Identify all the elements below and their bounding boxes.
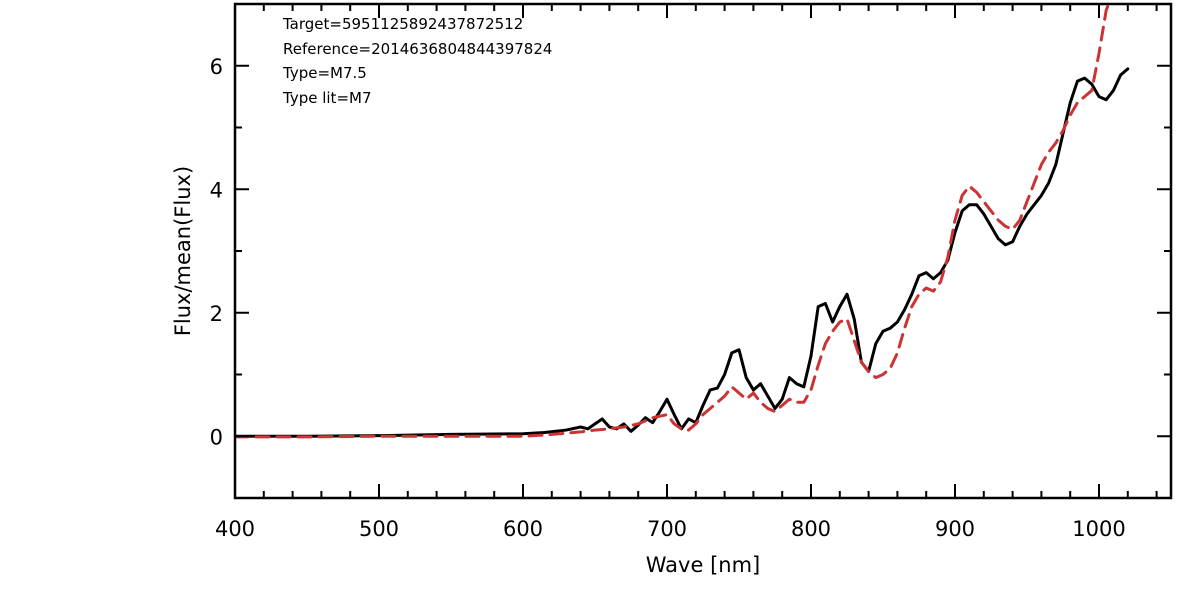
x-axis-title: Wave [nm] — [646, 553, 760, 577]
ticks-layer — [234, 4, 1171, 498]
y-tick-label: 0 — [210, 425, 223, 449]
annotation-type: Type=M7.5 — [282, 64, 367, 82]
series-layer — [235, 4, 1130, 439]
y-tick-label: 2 — [210, 302, 223, 326]
annotation-target: Target=5951125892437872512 — [282, 15, 523, 33]
y-axis-title: Flux/mean(Flux) — [171, 166, 195, 336]
x-tick-label: 900 — [935, 517, 975, 541]
series-line-2-dashed — [235, 4, 1111, 439]
x-tick-label: 600 — [503, 517, 543, 541]
y-tick-label: 4 — [210, 178, 223, 202]
x-tick-label: 500 — [359, 517, 399, 541]
y-tick-label: 6 — [210, 55, 223, 79]
x-tick-label: 700 — [647, 517, 687, 541]
plot-frame — [233, 2, 1173, 500]
tick-labels: 400 500 600 700 800 900 1000 0 2 4 6 — [210, 55, 1126, 541]
annotation-type-lit: Type lit=M7 — [282, 89, 372, 107]
x-tick-label: 800 — [791, 517, 831, 541]
annotation-reference: Reference=2014636804844397824 — [283, 40, 552, 58]
x-tick-label: 1000 — [1072, 517, 1125, 541]
series-line-1-solid — [235, 67, 1130, 438]
x-tick-label: 400 — [215, 517, 255, 541]
